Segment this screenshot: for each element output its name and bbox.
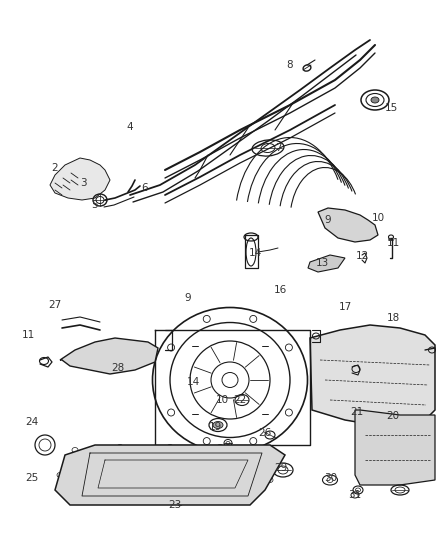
Text: 6: 6: [141, 183, 148, 193]
Text: 10: 10: [215, 395, 229, 405]
Text: 20: 20: [386, 411, 399, 421]
Ellipse shape: [361, 227, 364, 229]
Text: 21: 21: [350, 407, 364, 417]
Text: 25: 25: [25, 473, 39, 483]
Text: 9: 9: [185, 293, 191, 303]
Text: 3: 3: [80, 178, 86, 188]
Text: 10: 10: [371, 213, 385, 223]
Polygon shape: [50, 158, 110, 200]
Text: 31: 31: [348, 490, 362, 500]
Text: 24: 24: [25, 417, 39, 427]
Text: 13: 13: [315, 258, 328, 268]
Ellipse shape: [349, 221, 352, 223]
Text: 14: 14: [248, 248, 261, 258]
Polygon shape: [310, 325, 435, 425]
Text: 23: 23: [168, 500, 182, 510]
Text: 30: 30: [325, 473, 338, 483]
Text: 15: 15: [385, 103, 398, 113]
Text: 14: 14: [187, 377, 200, 387]
Text: 27: 27: [48, 300, 62, 310]
Text: 9: 9: [325, 215, 331, 225]
Text: 5: 5: [92, 200, 98, 210]
Polygon shape: [55, 445, 285, 505]
Text: 11: 11: [386, 238, 399, 248]
Ellipse shape: [331, 219, 333, 221]
Text: 8: 8: [287, 60, 293, 70]
Text: 12: 12: [355, 251, 369, 261]
Text: 17: 17: [339, 302, 352, 312]
Text: 16: 16: [273, 285, 286, 295]
Text: 11: 11: [21, 330, 35, 340]
Ellipse shape: [213, 422, 223, 429]
Text: 18: 18: [386, 313, 399, 323]
Text: 28: 28: [111, 363, 125, 373]
Polygon shape: [318, 208, 378, 242]
Polygon shape: [308, 255, 345, 272]
Text: 19: 19: [208, 422, 222, 432]
Text: 26: 26: [258, 428, 272, 438]
Ellipse shape: [371, 97, 379, 103]
Text: 4: 4: [127, 122, 133, 132]
Text: 22: 22: [233, 395, 247, 405]
Text: 29: 29: [274, 463, 288, 473]
Polygon shape: [355, 410, 435, 485]
Polygon shape: [60, 338, 158, 374]
Text: 2: 2: [52, 163, 58, 173]
Text: 7: 7: [275, 143, 281, 153]
